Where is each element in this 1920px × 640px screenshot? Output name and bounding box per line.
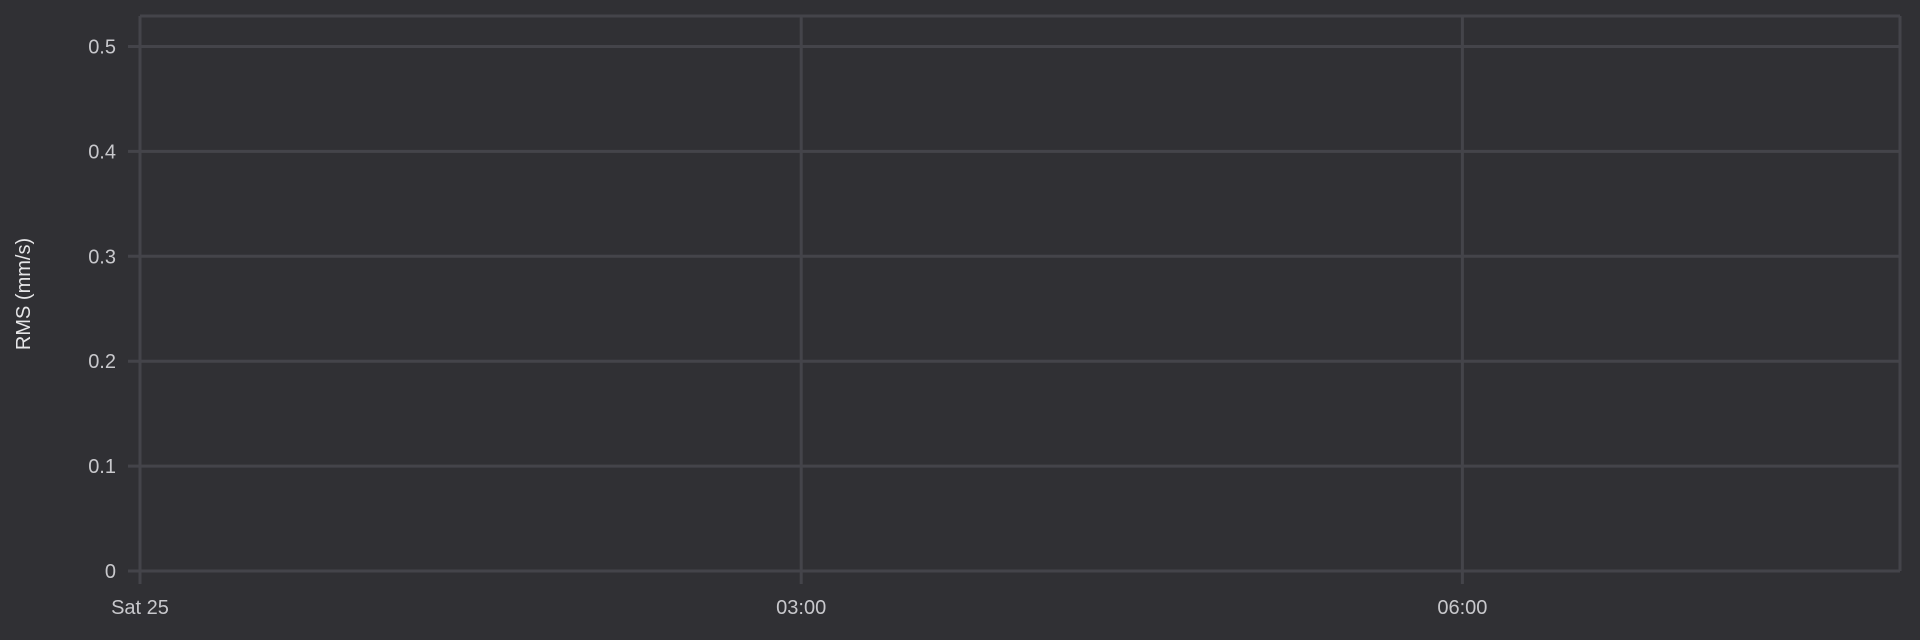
- x-tick-label: 06:00: [1437, 597, 1487, 619]
- x-tick-label: Sat 25: [111, 597, 169, 619]
- y-tick-label: 0.1: [88, 456, 116, 478]
- y-tick-label: 0.3: [88, 246, 116, 268]
- grid-lines: [128, 14, 1902, 584]
- y-tick-label: 0: [105, 561, 116, 583]
- x-axis-ticks: Sat 2503:0006:0009:0012:0015:0018:0021:0…: [111, 597, 1487, 619]
- x-tick-label: 03:00: [776, 597, 826, 619]
- y-tick-label: 0.5: [88, 37, 116, 59]
- y-tick-label: 0.4: [88, 141, 116, 163]
- y-tick-label: 0.2: [88, 351, 116, 373]
- y-axis-title: RMS (mm/s): [13, 238, 35, 350]
- y-axis-ticks: 0 0.1 0.2 0.3 0.4 0.5: [88, 37, 116, 584]
